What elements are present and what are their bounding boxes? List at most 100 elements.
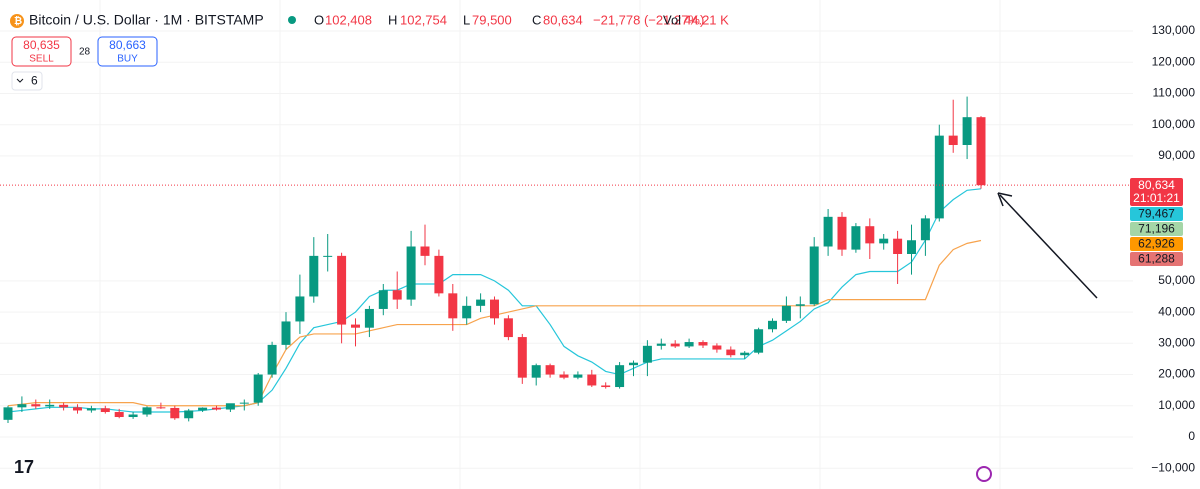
candle-body [545, 365, 555, 375]
candle-body [656, 343, 666, 346]
candle-body [281, 321, 291, 345]
l-value: 79,500 [472, 12, 512, 27]
grid [99, 0, 1001, 489]
tv-logo: 17 [14, 457, 34, 477]
candle-body [851, 226, 861, 250]
chevron [16, 78, 24, 83]
status-dot [288, 16, 296, 24]
sell-price[interactable]: 80,635 [23, 38, 60, 52]
candle-body [128, 414, 138, 418]
candle-body [295, 296, 305, 322]
h-label: H [388, 12, 397, 27]
candle-body [239, 402, 249, 404]
y-tick-label: 20,000 [1158, 367, 1195, 381]
price-tag-countdown: 21:01:21 [1133, 191, 1180, 205]
candle-body [531, 365, 541, 378]
indicator-tag-label: 71,196 [1138, 222, 1175, 236]
buy-label[interactable]: BUY [117, 54, 138, 65]
candle-body [601, 385, 611, 388]
candle-body [45, 404, 55, 407]
candle-body [114, 412, 124, 418]
candle-body [476, 299, 486, 306]
l-label: L [463, 12, 470, 27]
candle-body [156, 407, 166, 409]
indicator-tag-label: 62,926 [1138, 237, 1175, 251]
candle-body [170, 407, 180, 419]
sell-button[interactable] [11, 36, 72, 67]
candle-body [212, 407, 221, 410]
candle-body [184, 410, 194, 419]
candle-body [587, 374, 597, 386]
candle-body [378, 290, 388, 309]
c-value: 80,634 [543, 12, 583, 27]
indicators-toggle[interactable] [11, 71, 43, 91]
candle-body [351, 324, 360, 328]
symbol-title: Bitcoin / U.S. Dollar · 1M · BITSTAMP [29, 12, 264, 28]
candle-body [768, 320, 777, 330]
assistant-icon[interactable] [976, 466, 992, 482]
c-label: C [532, 12, 541, 27]
candle-body [726, 349, 736, 356]
sell-label[interactable]: SELL [29, 54, 54, 65]
candle-body [615, 365, 625, 388]
candle-body [823, 216, 833, 247]
candle-body [934, 135, 944, 219]
indicator-tag [1130, 222, 1183, 236]
candle-body [976, 117, 986, 186]
vol-value: 44.21 K [684, 12, 729, 27]
candle-body [3, 407, 13, 420]
o-label: O [314, 12, 324, 27]
candle-body [642, 345, 652, 363]
y-tick-label: 100,000 [1152, 117, 1196, 131]
arrow [999, 194, 1098, 299]
candle-body [364, 308, 374, 328]
candle-body [225, 403, 235, 410]
plot [0, 30, 1133, 469]
candle-body [670, 343, 680, 347]
indicator-tag [1130, 252, 1183, 266]
price-tag [1130, 178, 1183, 206]
candle-body [490, 299, 499, 319]
arrow-head [997, 192, 1013, 207]
candle-body [948, 135, 958, 146]
candle-body [893, 238, 903, 254]
candle-body [406, 246, 416, 300]
candle-body [100, 408, 110, 413]
candle-body [448, 293, 458, 319]
candle-body [781, 305, 791, 321]
buy-button[interactable] [97, 36, 158, 67]
y-tick-label: 110,000 [1153, 86, 1196, 100]
y-tick-label: 30,000 [1158, 335, 1195, 349]
candle-body [434, 255, 444, 294]
h-value: 102,754 [400, 12, 447, 27]
candle-body [573, 374, 583, 378]
candle-body [837, 216, 847, 250]
candle-body [392, 290, 402, 300]
y-tick-label: 50,000 [1158, 273, 1195, 287]
candle-body [809, 246, 819, 305]
candle-body [962, 117, 972, 146]
candle-body [754, 329, 764, 353]
candle-body [17, 404, 27, 408]
candle-body [629, 362, 638, 366]
candle-body [73, 407, 82, 411]
indicator-line [7, 188, 982, 413]
candle-body [59, 404, 69, 408]
candle-body [920, 218, 930, 241]
buy-price[interactable]: 80,663 [109, 38, 146, 52]
y-tick-label: 90,000 [1158, 148, 1195, 162]
candle-body [559, 374, 569, 378]
indicators-count[interactable]: 6 [31, 74, 38, 88]
candle-body [907, 240, 916, 254]
candle-body [253, 374, 263, 403]
candle-body [712, 345, 722, 350]
candle-body [267, 344, 277, 375]
indicator-tag-label: 61,288 [1138, 252, 1175, 266]
y-tick-label: −10,000 [1151, 460, 1195, 474]
candle-body [323, 255, 333, 257]
candle-body [795, 304, 805, 306]
candle-body [698, 342, 708, 346]
